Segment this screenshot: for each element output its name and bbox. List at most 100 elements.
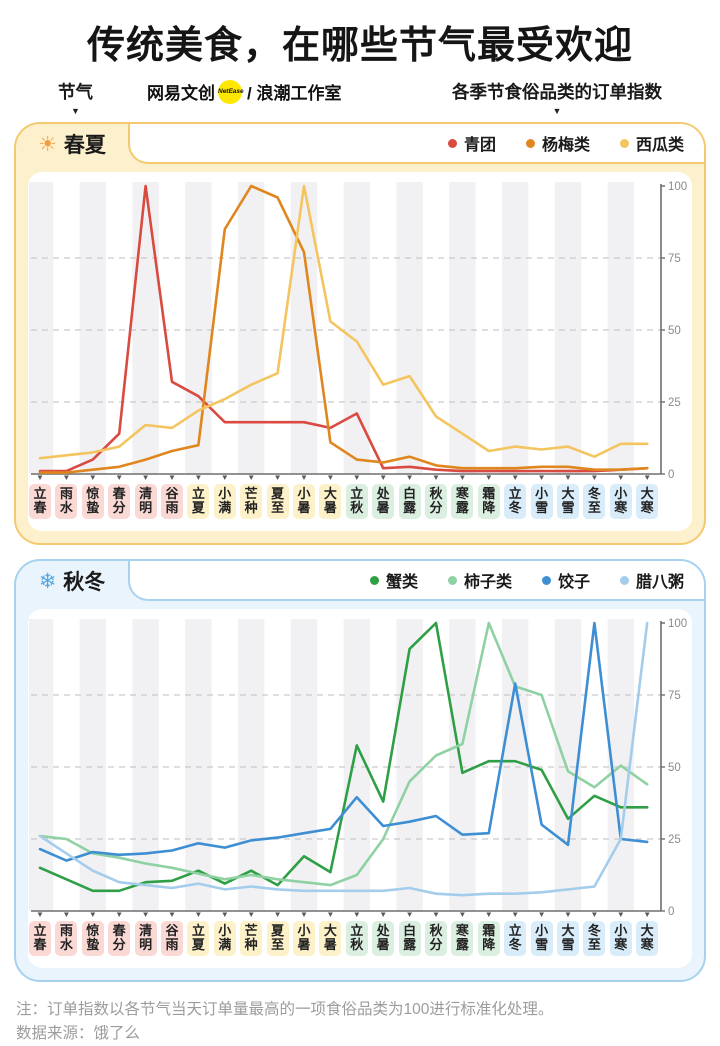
yaxis-callout: 各季节食俗品类的订单指数 ▼	[452, 79, 662, 116]
down-arrow-icon: ▼	[552, 106, 562, 116]
series-line-杨梅类	[38, 184, 649, 474]
term-badge: 冬至	[583, 484, 606, 519]
chart-card: 0 25 50 75 100 立春雨水惊蛰春分清明谷雨立夏小满芒种夏至小暑大暑立秋处暑白…	[28, 172, 692, 531]
footnote: 注：订单指数以各节气当天订单量最高的一项食俗品类为100进行标准化处理。 数据来…	[16, 998, 704, 1046]
term-badge: 大暑	[319, 484, 342, 519]
brand-logo: 网易文创 NetEase / 浪潮工作室	[147, 79, 341, 104]
chart-canvas: 0 25 50 75 100	[29, 181, 687, 481]
infographic-page: 传统美食，在哪些节气最受欢迎 节气 ▼ 网易文创 NetEase / 浪潮工作室…	[0, 14, 720, 1046]
term-badge: 春分	[108, 484, 131, 519]
term-badge: 小满	[213, 921, 236, 956]
spring-summer-panel: ☀ 春夏 青团 杨梅类 西瓜类 0 25 50 75 100 立春雨水惊蛰春分清明谷雨立夏小…	[14, 122, 706, 545]
subheader: 节气 ▼ 网易文创 NetEase / 浪潮工作室 各季节食俗品类的订单指数 ▼	[0, 79, 720, 116]
y-axis-tick-label: 0	[668, 469, 674, 481]
term-badge: 立夏	[187, 484, 210, 519]
plot-area: 0 25 50 75 100 立春雨水惊蛰春分清明谷雨立夏小满芒种夏至小暑大暑立秋处暑白…	[29, 178, 691, 527]
term-badge: 惊蛰	[81, 484, 104, 519]
term-labels: 立春雨水惊蛰春分清明谷雨立夏小满芒种夏至小暑大暑立秋处暑白露秋分寒露霜降立冬小雪…	[29, 920, 691, 964]
term-badge: 雨水	[55, 484, 78, 519]
term-badge: 白露	[398, 921, 421, 956]
term-badge: 立秋	[345, 921, 368, 956]
xaxis-callout-label: 节气	[58, 82, 93, 102]
term-badge: 立冬	[504, 921, 527, 956]
footnote-method: 注：订单指数以各节气当天订单量最高的一项食俗品类为100进行标准化处理。	[16, 1001, 554, 1018]
term-badge: 谷雨	[161, 484, 183, 519]
panel-header: ❄ 秋冬 蟹类 柿子类 饺子 腊八粥	[16, 561, 704, 601]
y-axis-tick-label: 100	[668, 181, 687, 193]
legend-dot-icon	[447, 575, 457, 585]
y-axis-tick-label: 0	[668, 906, 674, 918]
y-axis-tick-label: 100	[668, 618, 687, 630]
panel-tab-label: 秋冬	[63, 571, 106, 594]
term-badge: 大雪	[557, 921, 579, 956]
legend-dot-icon	[369, 575, 379, 585]
term-badge: 芒种	[240, 921, 263, 956]
term-badge: 秋分	[425, 921, 447, 956]
term-badge: 冬至	[583, 921, 606, 956]
legend-item: 青团	[447, 131, 496, 155]
y-axis-tick-label: 75	[668, 253, 681, 265]
term-badge: 处暑	[372, 921, 395, 956]
legend: 青团 杨梅类 西瓜类	[128, 124, 704, 164]
legend-dot-icon	[447, 138, 457, 148]
yaxis-callout-label: 各季节食俗品类的订单指数	[452, 82, 662, 102]
term-badge: 小雪	[530, 484, 553, 519]
chart-card: 0 25 50 75 100 立春雨水惊蛰春分清明谷雨立夏小满芒种夏至小暑大暑立秋处暑白…	[28, 609, 692, 968]
y-axis-tick-label: 25	[668, 834, 681, 846]
term-badge: 立冬	[504, 484, 527, 519]
term-badge: 秋分	[425, 484, 447, 519]
xaxis-callout: 节气 ▼	[58, 79, 93, 116]
term-badge: 寒露	[451, 484, 474, 519]
term-badge: 白露	[398, 484, 421, 519]
term-badge: 立春	[29, 484, 51, 519]
term-badge: 小寒	[609, 921, 632, 956]
legend-label: 杨梅类	[541, 137, 590, 154]
chart-canvas: 0 25 50 75 100	[29, 618, 687, 918]
legend-label: 蟹类	[385, 574, 418, 591]
studio-name: / 浪潮工作室	[247, 84, 342, 103]
legend-dot-icon	[525, 138, 535, 148]
term-badge: 雨水	[55, 921, 78, 956]
term-badge: 大雪	[557, 484, 579, 519]
legend-item: 柿子类	[447, 568, 512, 592]
legend-label: 柿子类	[463, 574, 512, 591]
term-badge: 芒种	[240, 484, 263, 519]
legend-item: 西瓜类	[619, 131, 684, 155]
series-line-西瓜类	[38, 184, 649, 460]
down-arrow-icon: ▼	[71, 106, 80, 116]
term-badge: 清明	[134, 921, 157, 956]
term-badge: 立春	[29, 921, 51, 956]
term-badge: 立夏	[187, 921, 210, 956]
term-badge: 霜降	[477, 484, 500, 519]
legend-item: 蟹类	[369, 568, 418, 592]
term-badge: 处暑	[372, 484, 395, 519]
term-badge: 大寒	[636, 921, 659, 956]
term-badge: 小暑	[293, 921, 315, 956]
legend-label: 饺子	[557, 574, 590, 591]
brand-name: 网易文创	[147, 84, 215, 103]
snowflake-icon: ❄	[38, 569, 57, 593]
netease-logo-icon: NetEase	[218, 79, 244, 104]
series-line-饺子	[38, 621, 649, 862]
term-labels: 立春雨水惊蛰春分清明谷雨立夏小满芒种夏至小暑大暑立秋处暑白露秋分寒露霜降立冬小雪…	[29, 483, 691, 527]
legend-dot-icon	[619, 575, 629, 585]
sun-icon: ☀	[38, 132, 57, 156]
legend-label: 西瓜类	[635, 137, 684, 154]
term-badge: 小寒	[609, 484, 632, 519]
legend-dot-icon	[619, 138, 629, 148]
term-badge: 夏至	[266, 921, 289, 956]
legend-item: 饺子	[541, 568, 590, 592]
legend-label: 腊八粥	[635, 574, 684, 591]
legend: 蟹类 柿子类 饺子 腊八粥	[128, 561, 704, 601]
legend-item: 腊八粥	[619, 568, 684, 592]
series-line-腊八粥	[38, 621, 649, 897]
term-badge: 谷雨	[161, 921, 183, 956]
plot-area: 0 25 50 75 100 立春雨水惊蛰春分清明谷雨立夏小满芒种夏至小暑大暑立秋处暑白…	[29, 615, 691, 964]
term-badge: 春分	[108, 921, 131, 956]
legend-item: 杨梅类	[525, 131, 590, 155]
term-badge: 小暑	[293, 484, 315, 519]
term-badge: 惊蛰	[81, 921, 104, 956]
tab-autumn-winter: ❄ 秋冬	[16, 561, 128, 601]
term-badge: 大暑	[319, 921, 342, 956]
page-title: 传统美食，在哪些节气最受欢迎	[86, 25, 633, 67]
